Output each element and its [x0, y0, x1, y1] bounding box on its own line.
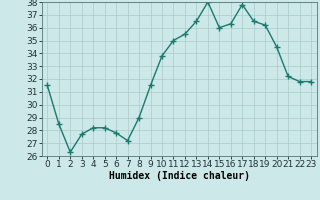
- X-axis label: Humidex (Indice chaleur): Humidex (Indice chaleur): [109, 171, 250, 181]
